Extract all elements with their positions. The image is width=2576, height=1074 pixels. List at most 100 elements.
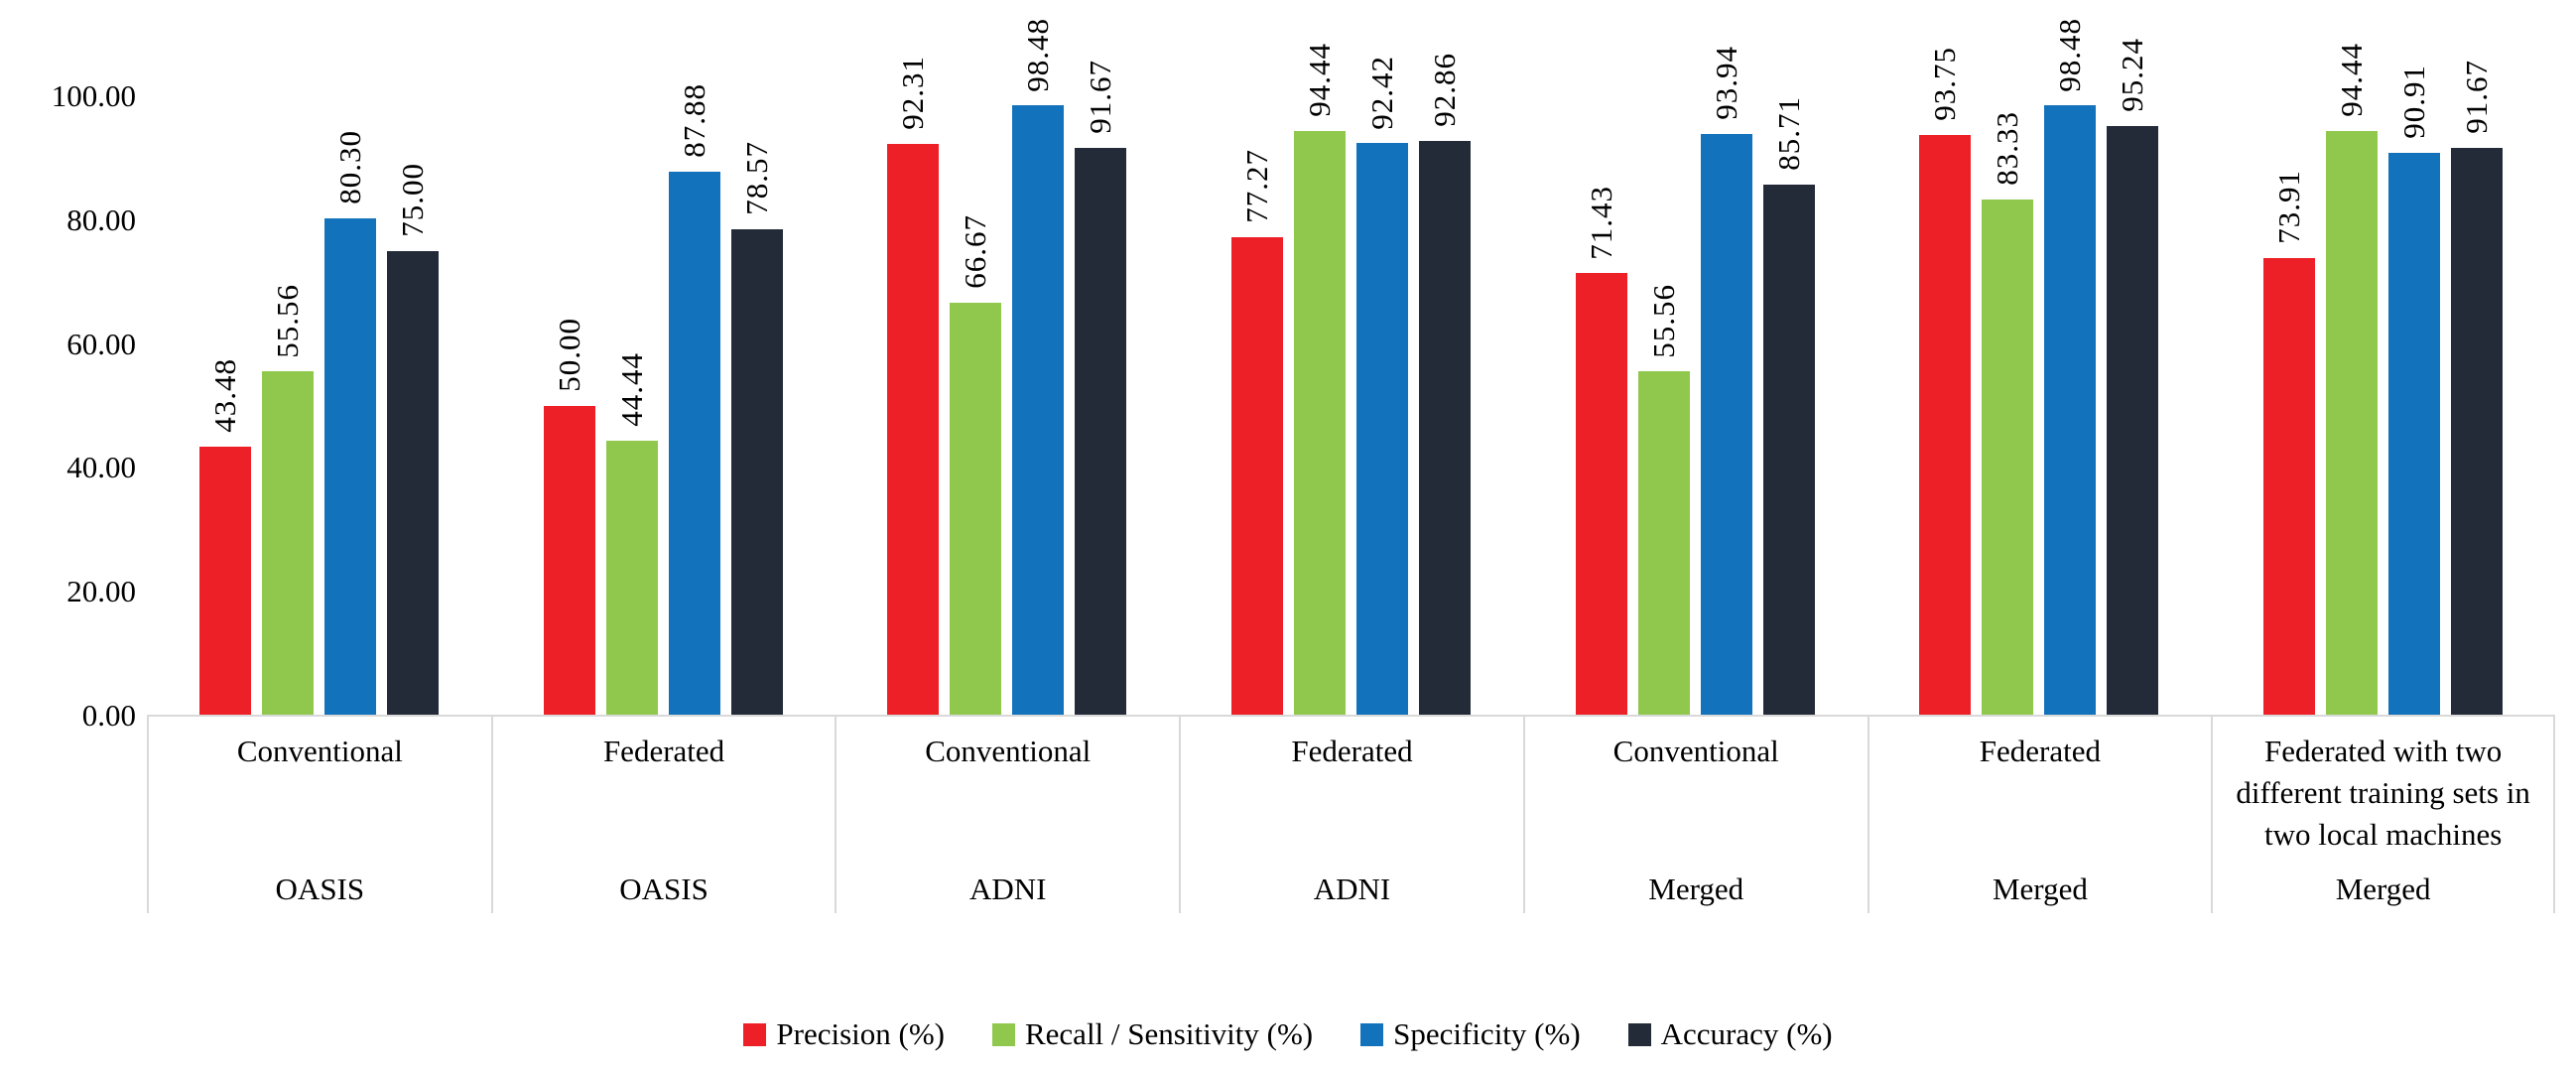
legend-label: Precision (%) (776, 1016, 945, 1051)
bar-value-label: 73.91 (2271, 170, 2307, 244)
category-dataset-label: ADNI (1313, 872, 1391, 906)
legend-swatch-icon (743, 1022, 767, 1046)
bar-accuracy (386, 251, 439, 716)
bar-value-text: 91.67 (2459, 60, 2495, 134)
x-axis-baseline (147, 715, 2555, 717)
legend-label: Specificity (%) (1393, 1016, 1581, 1051)
legend: Precision (%) Recall / Sensitivity (%) Spe… (0, 1005, 2576, 1064)
bar-value-text: 95.24 (2115, 37, 2150, 112)
bar-value-label: 92.31 (895, 56, 931, 130)
bar-value-text: 93.75 (1927, 47, 1963, 121)
bar-value-text: 83.33 (1990, 111, 2025, 187)
bar-specificity (1356, 143, 1408, 716)
category-dataset-label: ADNI (969, 872, 1047, 906)
bar-value-text: 71.43 (1583, 185, 1618, 260)
bar-value-label: 90.91 (2396, 65, 2432, 139)
bar-value-text: 98.48 (2052, 17, 2088, 92)
bar-value-label: 77.27 (1239, 149, 1275, 223)
bar-precision (543, 406, 595, 716)
bar-recall-sensitivity (1637, 371, 1690, 716)
bar-value-text: 55.56 (1645, 283, 1681, 358)
category-cell: Federated with two different training se… (2211, 717, 2555, 913)
legend-label: Recall / Sensitivity (%) (1024, 1016, 1314, 1051)
bar-accuracy (1762, 185, 1815, 716)
y-axis-tick-label: 40.00 (66, 450, 136, 485)
bar-recall-sensitivity (950, 302, 1002, 716)
legend-item: Specificity (%) (1360, 1016, 1581, 1052)
bar-precision (2263, 257, 2316, 716)
category-dataset-label: Merged (1992, 872, 2088, 906)
bar-precision (887, 143, 940, 716)
bar-value-label: 91.67 (1083, 60, 1118, 134)
bar-value-label: 44.44 (614, 352, 650, 427)
bar-value-text: 66.67 (958, 214, 993, 289)
bar-recall-sensitivity (1982, 200, 2034, 716)
bar-precision (1575, 273, 1627, 716)
bar-value-label: 43.48 (207, 358, 243, 433)
bar-accuracy (1075, 147, 1127, 716)
bar-value-text: 87.88 (676, 82, 711, 158)
bar-value-text: 80.30 (331, 130, 367, 204)
category-cell: Conventional Merged (1522, 717, 1868, 913)
bar-specificity (2388, 152, 2441, 716)
bar-value-text: 98.48 (1020, 17, 1056, 92)
bar-value-label: 92.86 (1427, 53, 1463, 127)
bar-value-label: 92.42 (1364, 56, 1400, 130)
legend-label: Accuracy (%) (1660, 1016, 1833, 1051)
category-config-label: Federated (602, 734, 725, 768)
bar-value-label: 78.57 (739, 141, 775, 215)
bar-accuracy (2107, 125, 2159, 716)
bar-value-label: 87.88 (677, 83, 712, 158)
category-cell: Federated OASIS (490, 717, 836, 913)
bar-value-text: 44.44 (613, 351, 649, 427)
bar-accuracy (2451, 147, 2504, 716)
category-dataset-label: OASIS (275, 872, 365, 906)
bar-value-text: 43.48 (206, 357, 242, 433)
bar-value-label: 93.75 (1927, 47, 1963, 121)
bar-value-text: 78.57 (738, 140, 774, 215)
bar-specificity (323, 217, 376, 716)
bar-value-text: 50.00 (551, 318, 586, 392)
category-dataset-label: Merged (1648, 872, 1744, 906)
bar-specificity (2044, 105, 2097, 716)
legend-item: Recall / Sensitivity (%) (991, 1016, 1314, 1052)
bar-value-label: 50.00 (552, 318, 587, 392)
category-dataset-label: OASIS (619, 872, 708, 906)
category-dataset-label: Merged (2335, 872, 2431, 906)
bar-value-label: 66.67 (958, 214, 993, 289)
bar-precision (1231, 236, 1283, 716)
bar-recall-sensitivity (1294, 130, 1346, 716)
category-cell: Federated Merged (1867, 717, 2212, 913)
category-config-label: Conventional (925, 734, 1092, 768)
category-cell: Federated ADNI (1179, 717, 1523, 913)
bar-accuracy (730, 228, 783, 716)
bar-precision (198, 446, 251, 716)
category-config-label: Conventional (236, 734, 403, 768)
bar-value-text: 92.42 (1364, 55, 1399, 130)
category-config-label: Federated (1979, 734, 2102, 768)
bar-value-label: 93.94 (1709, 46, 1744, 120)
bar-specificity (1700, 133, 1752, 716)
bar-value-text: 94.44 (1302, 42, 1337, 117)
category-cell: Conventional OASIS (147, 717, 491, 913)
bar-value-label: 80.30 (332, 130, 368, 204)
bar-value-label: 85.71 (1771, 96, 1807, 171)
bar-value-text: 75.00 (394, 163, 430, 237)
bar-value-text: 85.71 (1770, 96, 1806, 172)
y-axis-tick-label: 80.00 (66, 201, 136, 237)
y-axis-tick-label: 0.00 (81, 698, 136, 733)
bar-value-label: 94.44 (2334, 43, 2370, 117)
bar-recall-sensitivity (2326, 130, 2379, 716)
bar-value-label: 75.00 (395, 163, 431, 237)
bar-value-label: 55.56 (1646, 284, 1682, 358)
bar-accuracy (1419, 140, 1471, 716)
legend-item: Precision (%) (743, 1016, 945, 1052)
legend-swatch-icon (1627, 1022, 1651, 1046)
bar-value-text: 73.91 (2271, 170, 2307, 244)
legend-swatch-icon (991, 1022, 1015, 1046)
bar-value-label: 95.24 (2115, 38, 2150, 112)
bar-recall-sensitivity (605, 440, 658, 716)
category-cell: Conventional ADNI (835, 717, 1179, 913)
bar-value-text: 93.94 (1708, 46, 1743, 120)
